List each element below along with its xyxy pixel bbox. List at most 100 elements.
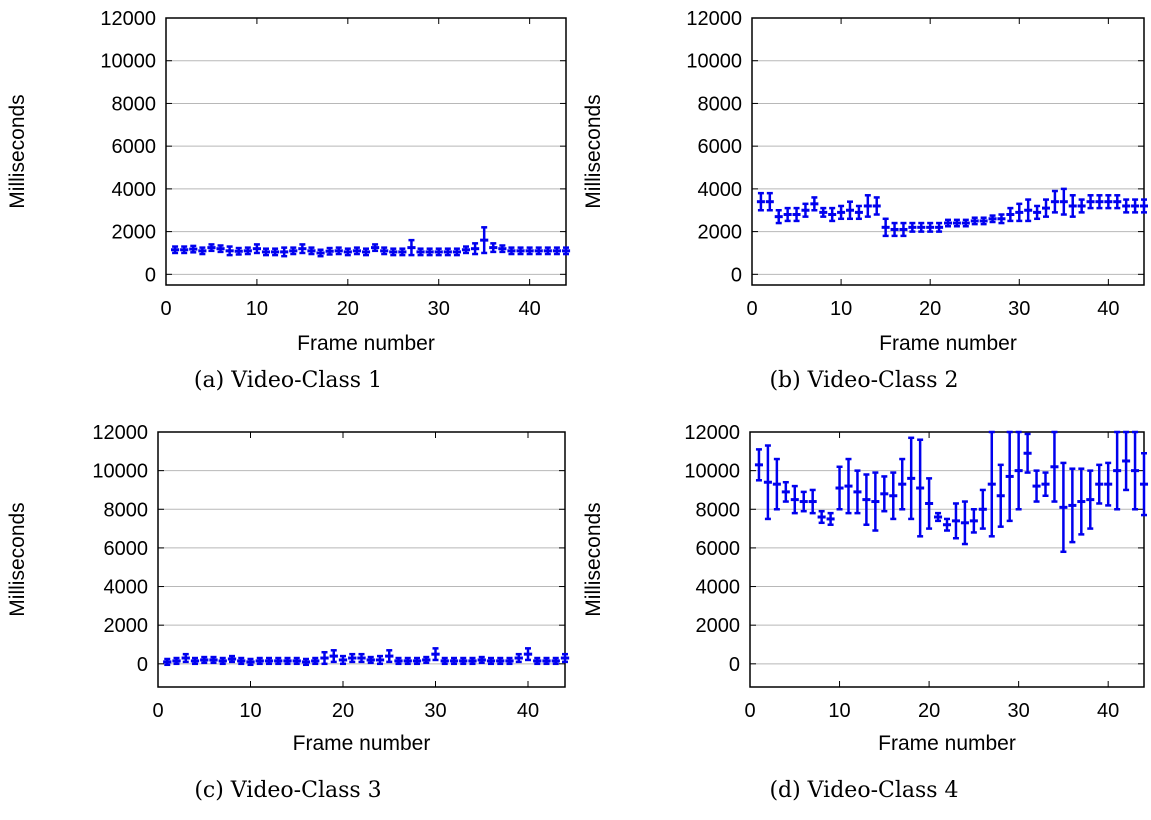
data-point	[790, 484, 799, 515]
data-point	[283, 656, 292, 666]
data-point	[872, 196, 881, 216]
data-point	[899, 221, 908, 238]
data-point	[1050, 189, 1059, 214]
y-tick-label: 0	[137, 654, 148, 676]
data-point	[781, 480, 790, 503]
x-tick-label: 40	[519, 298, 541, 320]
data-point	[979, 216, 988, 226]
x-tick-label: 0	[744, 700, 755, 722]
data-point	[416, 247, 425, 257]
data-point	[754, 448, 763, 482]
data-point	[452, 247, 461, 257]
x-tick-label: 30	[424, 700, 446, 722]
data-point	[988, 214, 997, 224]
data-point	[774, 208, 783, 225]
data-point	[394, 656, 403, 666]
data-point	[772, 457, 781, 511]
x-tick-label: 10	[246, 298, 268, 320]
data-point	[765, 191, 774, 212]
x-tick-label: 0	[746, 298, 757, 320]
data-point	[844, 457, 853, 515]
x-tick-label: 20	[918, 700, 940, 722]
data-point	[289, 246, 298, 256]
data-point	[1122, 430, 1131, 492]
data-point	[907, 436, 916, 521]
data-point	[1122, 198, 1131, 214]
data-point	[925, 477, 934, 530]
chart-panel-a: 0 2000 4000 6000 8000 10000 12000 0 10 20 30 40 Fram…	[0, 0, 576, 408]
data-point	[218, 656, 227, 666]
x-axis-label: Frame number	[879, 332, 1017, 355]
y-axis-label: Milliseconds	[582, 502, 605, 616]
data-point	[425, 247, 434, 257]
data-point	[835, 465, 844, 511]
x-axis-label: Frame number	[293, 732, 431, 755]
data-point	[292, 656, 301, 666]
data-point	[1033, 204, 1042, 221]
data-point	[280, 246, 289, 258]
y-tick-label: 4000	[104, 577, 149, 599]
y-tick-label: 10000	[686, 51, 742, 73]
data-point	[1095, 463, 1104, 505]
data-point	[969, 508, 978, 534]
y-tick-label: 2000	[698, 222, 743, 244]
data-point	[190, 656, 200, 666]
data-point	[255, 656, 264, 666]
y-tick-label: 8000	[104, 499, 149, 521]
y-tick-label: 12000	[686, 8, 742, 30]
data-point	[1104, 194, 1113, 210]
data-point	[207, 243, 216, 253]
data-point	[486, 656, 496, 666]
data-point	[1139, 452, 1149, 517]
y-axis-label: Milliseconds	[6, 94, 29, 208]
data-point	[412, 656, 422, 666]
data-point	[209, 655, 218, 665]
x-tick-label: 20	[337, 298, 359, 320]
chart-panel-c: 0 2000 4000 6000 8000 10000 12000 0 10 20 30 40 Fram…	[0, 412, 576, 820]
caption-c: (c) Video-Class 3	[194, 778, 382, 803]
x-tick-label: 40	[517, 700, 539, 722]
data-point	[808, 488, 817, 515]
data-point	[862, 473, 871, 526]
data-point	[551, 656, 560, 666]
y-tick-label: 6000	[696, 538, 741, 560]
y-tick-label: 2000	[104, 615, 149, 637]
y-tick-label: 6000	[104, 538, 149, 560]
y-axis-label: Milliseconds	[6, 502, 29, 616]
data-point	[960, 500, 969, 546]
data-point	[1005, 430, 1014, 523]
y-tick-label: 6000	[698, 136, 743, 158]
data-point	[181, 652, 190, 664]
data-point	[468, 656, 477, 666]
chart-panel-b: 0 2000 4000 6000 8000 10000 12000 0 10 20 30 40 Fram…	[576, 0, 1151, 408]
data-point	[997, 213, 1006, 225]
data-point	[534, 246, 543, 256]
x-tick-label: 30	[1008, 700, 1030, 722]
data-point	[1024, 198, 1033, 223]
data-point	[926, 221, 935, 233]
plot-frame	[751, 17, 1145, 286]
data-point	[237, 656, 246, 666]
data-point	[1077, 467, 1086, 536]
data-point	[1059, 187, 1068, 216]
data-point	[338, 654, 348, 666]
data-point	[1086, 194, 1095, 210]
y-tick-label: 6000	[112, 136, 157, 158]
data-point	[756, 191, 765, 212]
data-point	[371, 243, 380, 253]
y-tick-label: 10000	[100, 51, 156, 73]
data-point	[385, 649, 394, 664]
data-point	[817, 509, 826, 525]
x-tick-label: 10	[239, 700, 261, 722]
data-point	[329, 649, 338, 664]
data-point	[987, 430, 996, 538]
x-tick-label: 10	[830, 298, 852, 320]
data-point	[828, 206, 837, 223]
data-point	[1131, 198, 1140, 214]
data-point	[496, 656, 505, 666]
data-point	[514, 652, 523, 664]
data-point	[889, 471, 898, 521]
data-point	[516, 246, 525, 256]
x-tick-label: 30	[1008, 298, 1030, 320]
data-point	[1068, 194, 1077, 218]
